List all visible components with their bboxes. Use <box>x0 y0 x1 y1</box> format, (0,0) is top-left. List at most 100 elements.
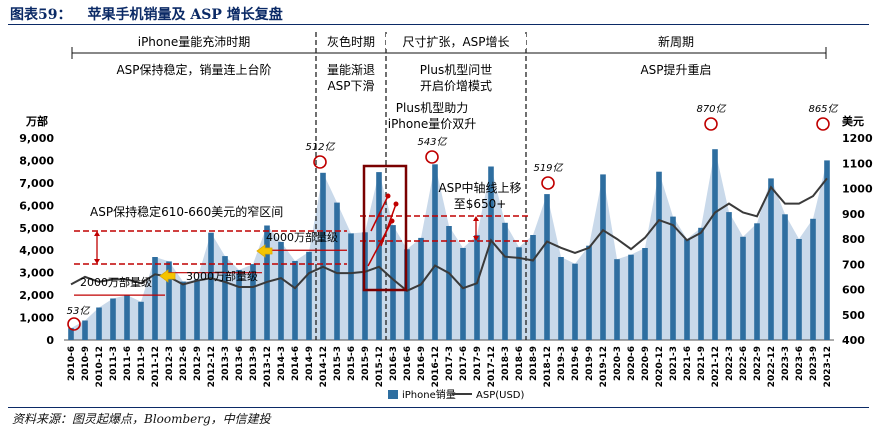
x-tick-label: 2012-12 <box>207 346 217 387</box>
phase-desc: 量能渐退 ASP下滑 <box>327 63 375 93</box>
asp-band-label: ASP保持稳定610-660美元的窄区间 <box>90 204 283 219</box>
x-tick-label: 2011-9 <box>137 346 147 381</box>
x-tick-label: 2013-3 <box>221 346 231 381</box>
x-tick-label: 2014-9 <box>305 346 315 381</box>
bar <box>446 226 452 340</box>
x-tick-label: 2020-12 <box>655 346 665 387</box>
bar <box>404 249 410 340</box>
x-tick-label: 2020-9 <box>641 346 651 381</box>
x-tick-label: 2012-9 <box>193 346 203 381</box>
plus-helper-label: Plus机型助力 iPhone量价双升 <box>388 101 477 131</box>
plus-arrow-head <box>385 193 391 199</box>
y-left-tick: 8,000 <box>19 154 54 167</box>
peak-label: 519亿 <box>533 162 563 174</box>
x-tick-label: 2016-9 <box>417 346 427 381</box>
x-tick-label: 2015-3 <box>333 346 343 381</box>
peak-marker <box>313 155 327 169</box>
bar <box>558 257 564 340</box>
bar <box>208 232 214 340</box>
bar <box>586 245 592 340</box>
x-tick-label: 2013-6 <box>235 346 245 381</box>
asp-move-label: ASP中轴线上移至$650+ <box>438 180 521 211</box>
x-tick-label: 2021-3 <box>669 346 679 381</box>
x-tick-label: 2023-6 <box>795 346 805 381</box>
plus-arrow <box>370 195 389 232</box>
x-tick-label: 2023-9 <box>809 346 819 381</box>
x-tick-label: 2015-6 <box>347 346 357 381</box>
phase-label: iPhone量能充沛时期 <box>138 34 251 49</box>
plus-arrow-head <box>389 218 395 224</box>
asp-band-arrow-head <box>94 231 100 236</box>
x-tick-label: 2018-12 <box>543 346 553 387</box>
legend-bar-swatch <box>388 390 398 399</box>
y-left-tick: 6,000 <box>19 199 54 212</box>
peak-marker <box>541 176 555 190</box>
level-step-arrow <box>256 244 273 258</box>
bar <box>390 225 396 340</box>
y-right-tick: 1000 <box>842 183 873 196</box>
bar <box>306 251 312 340</box>
phase-label-bg <box>321 34 381 49</box>
figure-title: 苹果手机销量及 ASP 增长复盘 <box>87 7 283 23</box>
peak-marker <box>425 150 439 164</box>
x-tick-label: 2017-9 <box>473 346 483 381</box>
bar <box>516 247 522 340</box>
bar <box>670 216 676 340</box>
phase-desc: ASP提升重启 <box>640 62 711 77</box>
x-tick-label: 2018-3 <box>501 346 511 381</box>
x-tick-label: 2020-3 <box>613 346 623 381</box>
x-tick-label: 2012-3 <box>165 346 175 381</box>
y-left-tick: 7,000 <box>19 177 54 190</box>
x-tick-label: 2018-6 <box>515 346 525 381</box>
bar <box>712 149 718 340</box>
x-tick-label: 2022-12 <box>767 346 777 387</box>
bar <box>740 236 746 340</box>
bar <box>236 270 242 340</box>
x-tick-label: 2016-12 <box>431 346 441 387</box>
phase-desc: ASP保持稳定，销量连上台阶 <box>116 62 271 77</box>
x-tick-label: 2019-6 <box>571 346 581 381</box>
y-left-tick: 4,000 <box>19 244 54 257</box>
y-left-tick: 2,000 <box>19 289 54 302</box>
bar <box>810 218 816 340</box>
bar <box>782 214 788 340</box>
phase-label-bg <box>386 34 526 49</box>
y-left-unit: 万部 <box>25 114 48 128</box>
x-tick-label: 2017-12 <box>487 346 497 387</box>
bar <box>824 160 830 340</box>
x-tick-label: 2014-12 <box>319 346 329 387</box>
x-tick-label: 2015-9 <box>361 346 371 381</box>
phase-label-bg <box>110 34 278 49</box>
bar <box>530 235 536 340</box>
peak-label: 870亿 <box>696 103 726 115</box>
x-tick-label: 2014-3 <box>277 346 287 381</box>
x-tick-label: 2013-9 <box>249 346 259 381</box>
y-right-tick: 400 <box>842 334 865 347</box>
bar <box>614 259 620 340</box>
bar <box>628 254 634 340</box>
x-tick-label: 2011-3 <box>109 346 119 381</box>
bar <box>68 328 74 340</box>
x-tick-label: 2017-6 <box>459 346 469 381</box>
y-left-tick: 5,000 <box>19 222 54 235</box>
bar <box>656 171 662 340</box>
level-step-arrow <box>159 269 176 283</box>
x-tick-label: 2019-3 <box>557 346 567 381</box>
y-right-tick: 500 <box>842 309 865 322</box>
chart: 0 1,000 2,000 3,000 4,000 5,000 6,000 7,000 8,00… <box>19 32 873 401</box>
phase-label: 新周期 <box>658 34 694 49</box>
bar <box>96 307 102 340</box>
asp-band-arrow-head <box>94 259 100 264</box>
bar <box>250 264 256 340</box>
phase-label: 灰色时期 <box>327 35 375 49</box>
peak-label: 543亿 <box>417 136 447 148</box>
footer-rule <box>8 407 869 408</box>
bar <box>684 239 690 340</box>
bar <box>376 172 382 340</box>
plus-highlight-box <box>362 164 408 292</box>
x-tick-label: 2010-9 <box>81 346 91 381</box>
bar <box>544 194 550 340</box>
peak-marker <box>704 117 718 131</box>
y-right-tick: 700 <box>842 258 865 271</box>
